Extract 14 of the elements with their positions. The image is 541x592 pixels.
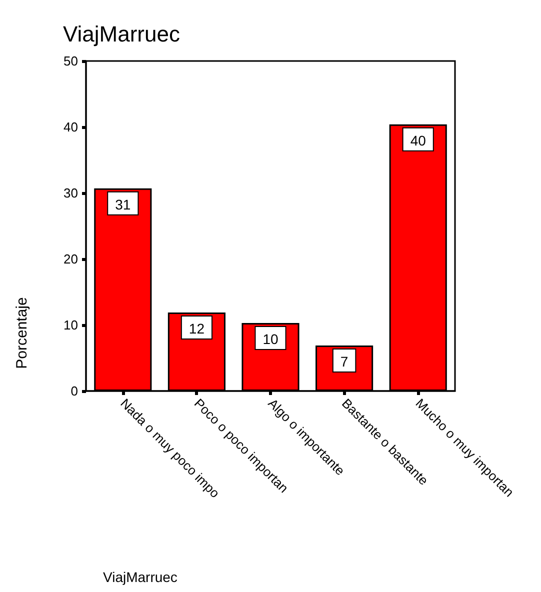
data-label: 10: [262, 331, 278, 348]
y-tick-label: 20: [64, 252, 78, 266]
y-tick-label: 10: [64, 318, 78, 332]
y-tick-label: 50: [64, 54, 78, 68]
y-axis-title: Porcentaje: [14, 297, 30, 369]
y-tick-label: 40: [64, 120, 78, 134]
y-tick-label: 30: [64, 186, 78, 200]
chart-title: ViajMarruec: [63, 22, 180, 46]
data-label: 31: [115, 196, 131, 212]
data-label: 7: [340, 353, 348, 370]
data-label: 12: [188, 320, 205, 336]
y-tick-label: 0: [70, 384, 78, 398]
data-label: 40: [410, 132, 426, 148]
x-axis-title: ViajMarruec: [103, 569, 178, 585]
